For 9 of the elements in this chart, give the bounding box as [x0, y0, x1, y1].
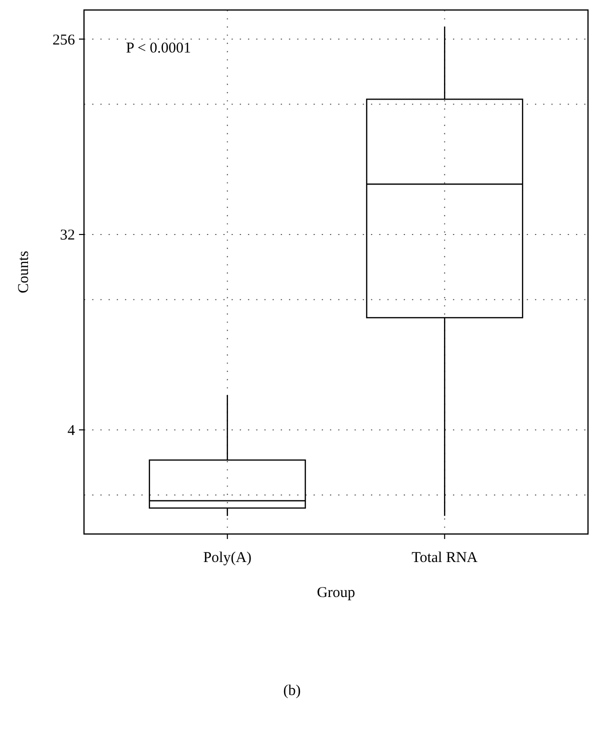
y-tick-label: 256 — [52, 32, 76, 48]
text: (b) — [283, 683, 301, 699]
annotation: P < 0.0001 — [126, 40, 191, 56]
y-tick-label: 4 — [68, 423, 76, 440]
x-axis-title: Group — [316, 585, 356, 601]
y-tick-label: 32 — [60, 228, 75, 244]
y-axis-title: Counts — [16, 250, 32, 294]
x-tick-label: Poly(A) — [203, 550, 252, 566]
x-tick-label: Total RNA — [412, 550, 478, 566]
